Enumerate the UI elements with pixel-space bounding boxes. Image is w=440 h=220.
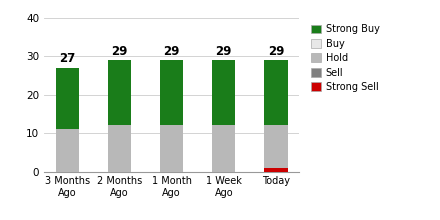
Bar [264, 125, 288, 168]
Legend: Strong Buy, Buy, Hold, Sell, Strong Sell: Strong Buy, Buy, Hold, Sell, Strong Sell [309, 22, 381, 94]
Text: 29: 29 [111, 45, 128, 58]
Bar [108, 60, 131, 125]
Bar [108, 125, 131, 172]
Bar [55, 68, 79, 129]
Text: 29: 29 [163, 45, 180, 58]
Bar [212, 60, 235, 125]
Bar [160, 60, 183, 125]
Text: 29: 29 [268, 45, 284, 58]
Bar [264, 168, 288, 172]
Bar [212, 125, 235, 172]
Text: 27: 27 [59, 52, 75, 65]
Text: 29: 29 [216, 45, 232, 58]
Bar [264, 60, 288, 125]
Bar [160, 125, 183, 172]
Bar [55, 129, 79, 172]
